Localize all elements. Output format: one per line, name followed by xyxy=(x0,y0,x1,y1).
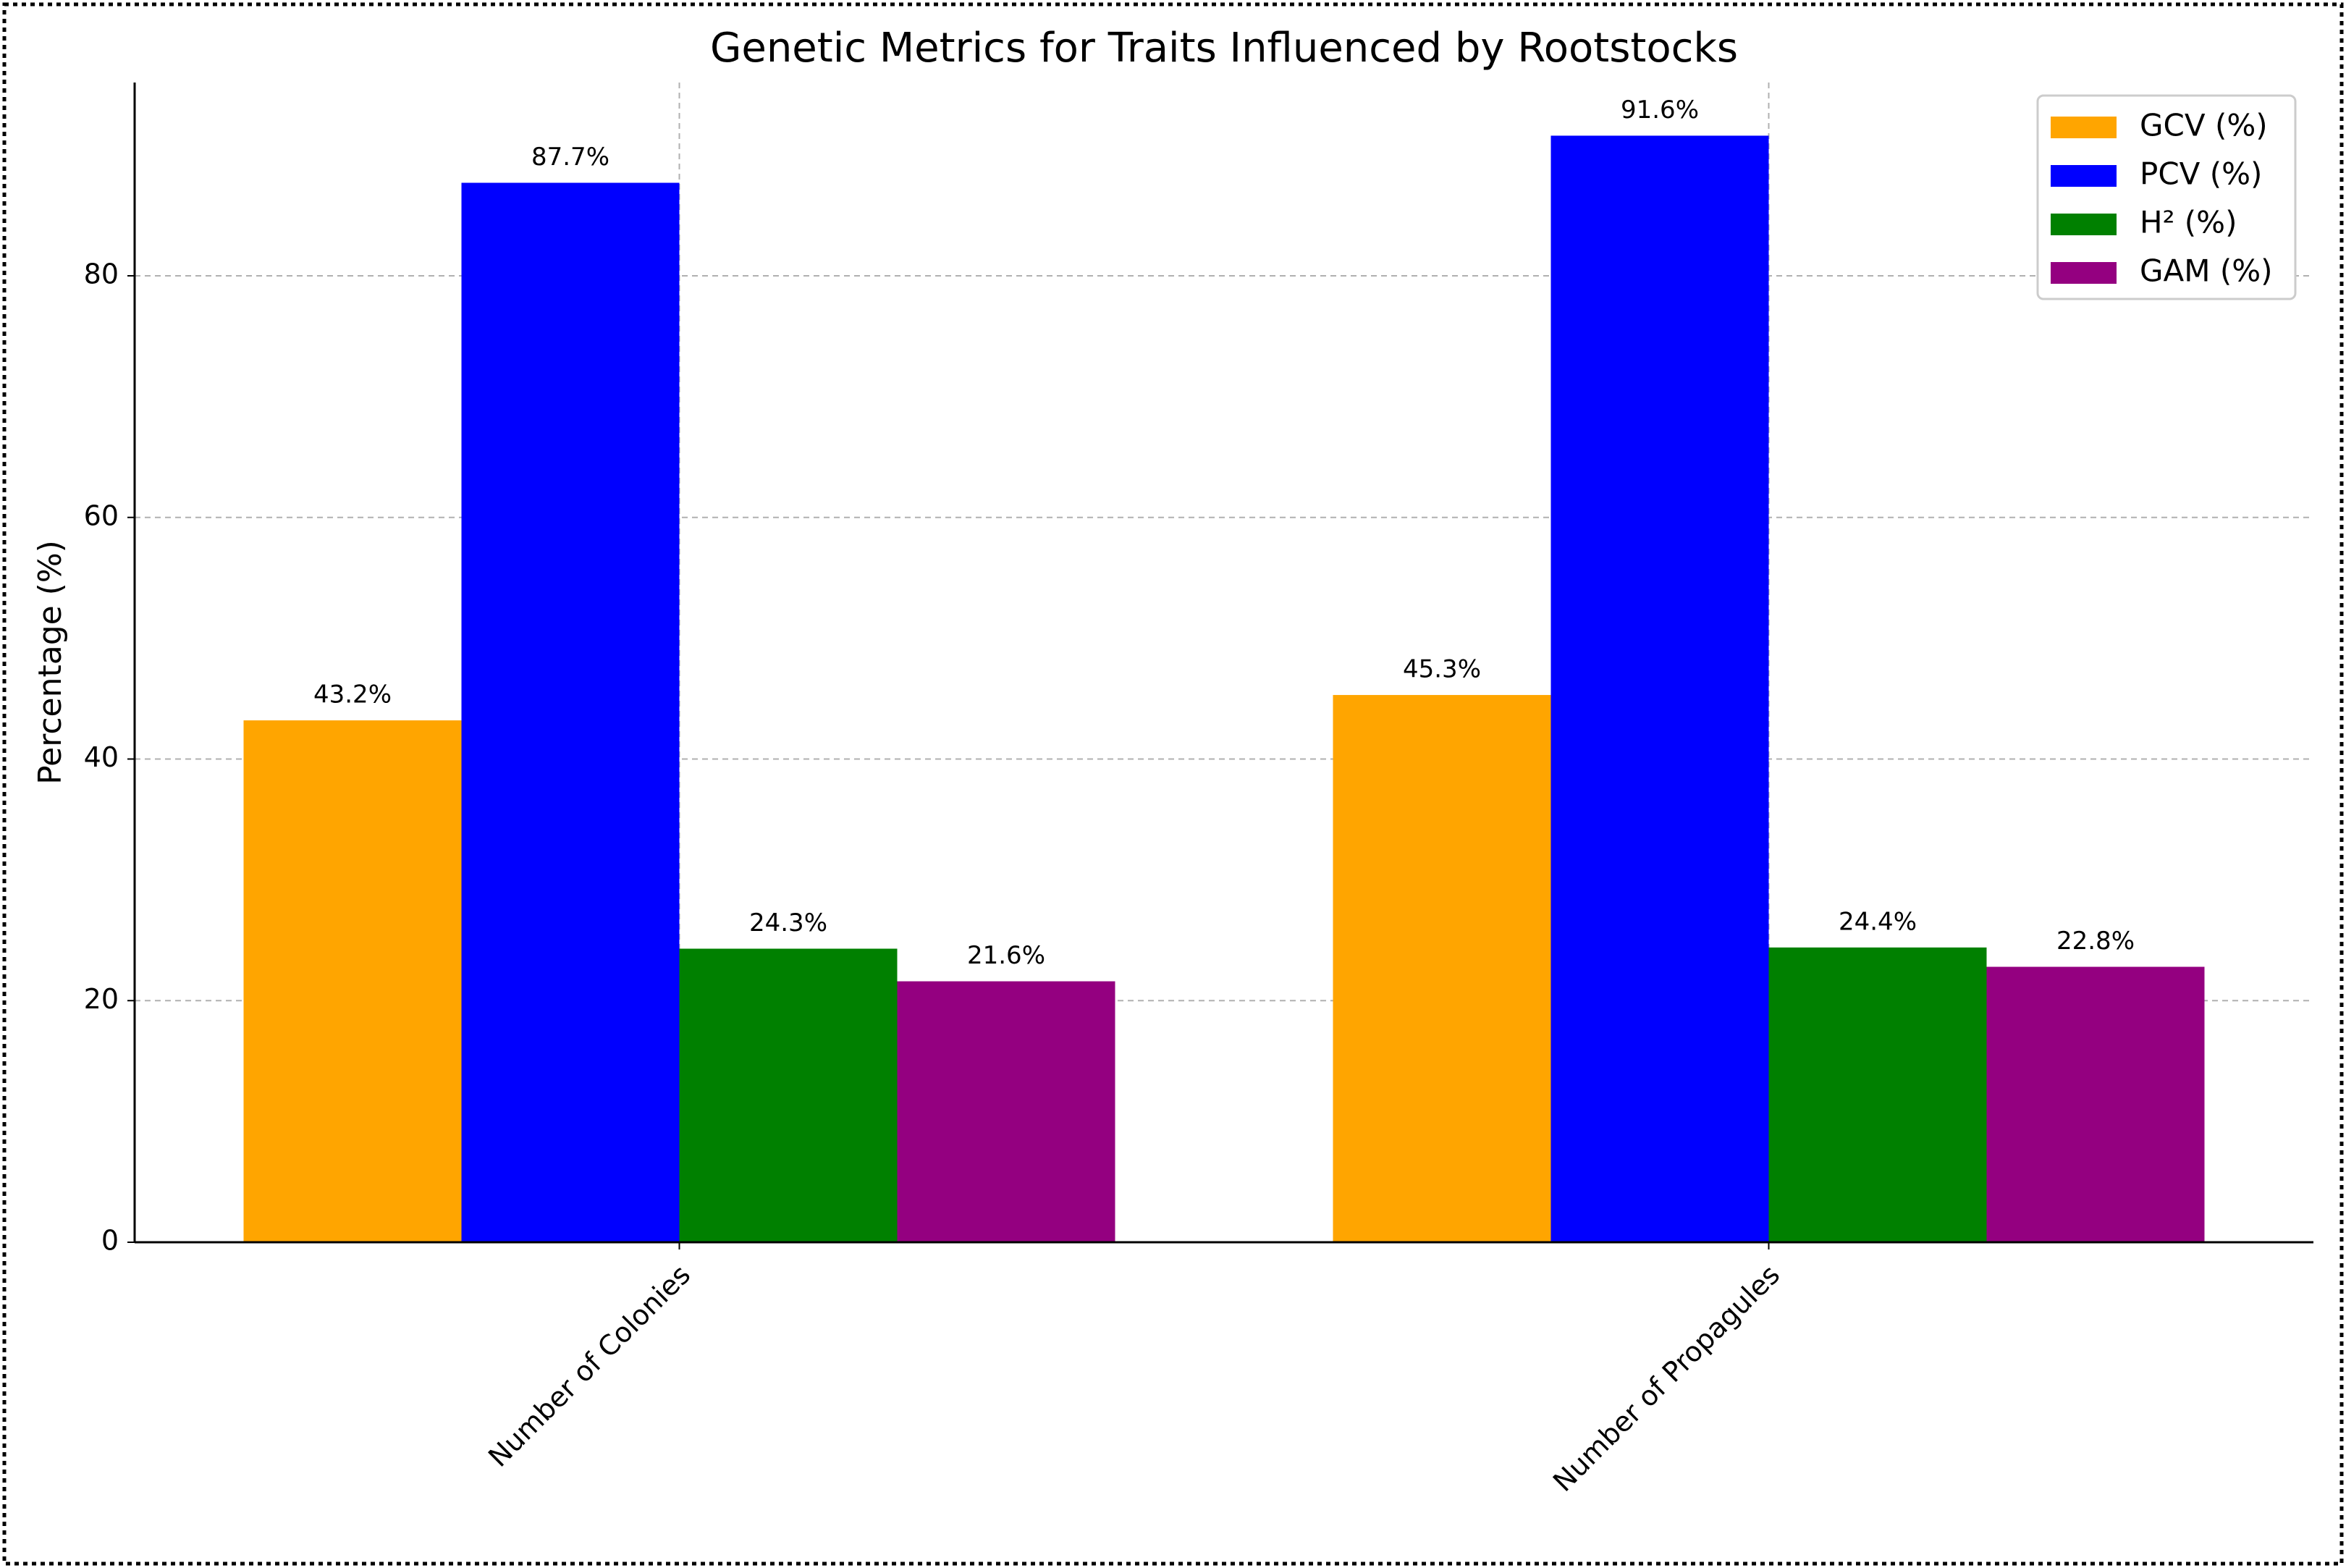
bar xyxy=(1333,695,1551,1242)
x-tick-label: Number of Colonies xyxy=(482,1259,696,1473)
value-label: 22.8% xyxy=(2056,927,2135,956)
bar xyxy=(461,182,680,1243)
legend-swatch xyxy=(2051,165,2117,187)
legend-label: GCV (%) xyxy=(2140,108,2268,143)
y-tick-label: 80 xyxy=(84,258,119,290)
y-tick-label: 0 xyxy=(101,1225,119,1257)
legend-box xyxy=(2036,94,2297,300)
y-tick-label: 60 xyxy=(84,500,119,531)
x-tick-label: Number of Propagules xyxy=(1547,1259,1786,1498)
value-label: 21.6% xyxy=(967,941,1045,970)
legend-label: H² (%) xyxy=(2140,205,2237,240)
value-label: 24.3% xyxy=(749,909,827,937)
y-tick-label: 40 xyxy=(84,741,119,773)
value-label: 43.2% xyxy=(313,680,392,709)
value-label: 87.7% xyxy=(531,143,609,172)
bar xyxy=(679,948,898,1242)
chart-title: Genetic Metrics for Traits Influenced by… xyxy=(710,25,1738,72)
value-label: 45.3% xyxy=(1403,655,1481,684)
value-label: 24.4% xyxy=(1839,907,1917,936)
y-tick-label: 20 xyxy=(84,983,119,1015)
bar xyxy=(1768,947,1987,1242)
legend-swatch xyxy=(2051,214,2117,235)
value-label: 91.6% xyxy=(1621,96,1699,125)
legend-swatch xyxy=(2051,117,2117,138)
bar xyxy=(897,981,1115,1242)
bar xyxy=(1550,135,1769,1242)
legend-swatch xyxy=(2051,262,2117,284)
y-axis-label: Percentage (%) xyxy=(32,540,69,785)
legend-label: PCV (%) xyxy=(2140,156,2262,192)
bar xyxy=(1986,966,2205,1242)
legend-label: GAM (%) xyxy=(2140,253,2273,289)
bar xyxy=(243,720,462,1242)
